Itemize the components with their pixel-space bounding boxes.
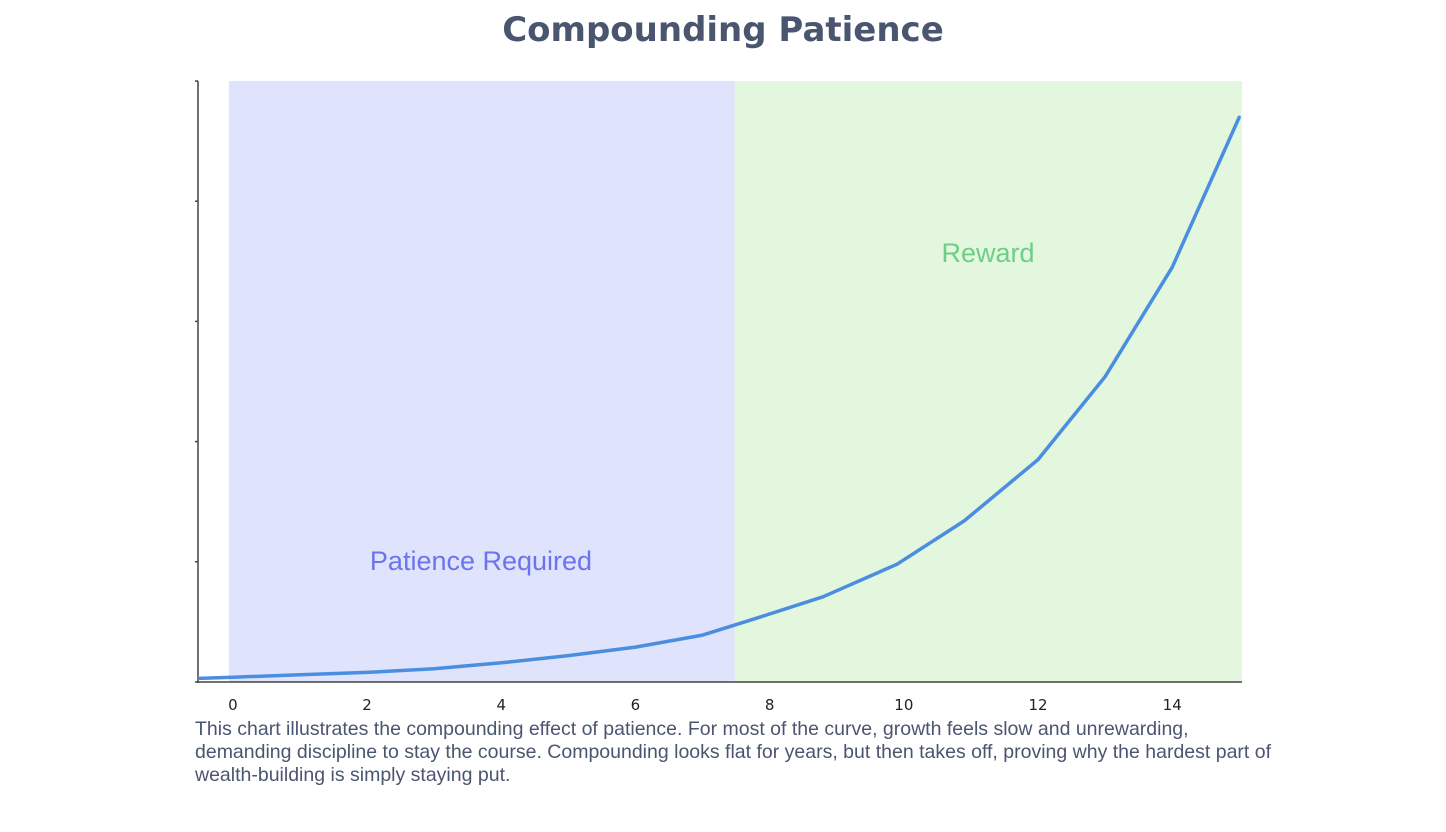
data-point — [432, 667, 436, 671]
x-tick-label: 14 — [1163, 696, 1182, 714]
x-tick-label: 4 — [496, 696, 506, 714]
region-patience — [228, 81, 735, 682]
data-point — [298, 673, 302, 677]
data-point — [1036, 458, 1040, 462]
x-tick-label: 0 — [228, 696, 238, 714]
data-point — [197, 676, 201, 680]
region-label-patience: Patience Required — [370, 546, 592, 576]
data-point — [895, 562, 899, 566]
data-point — [499, 661, 503, 665]
data-point — [701, 633, 705, 637]
data-point — [1103, 375, 1107, 379]
data-point — [566, 654, 570, 658]
x-tick-label: 6 — [631, 696, 641, 714]
data-point — [365, 670, 369, 674]
x-tick-label: 12 — [1028, 696, 1047, 714]
chart-description: This chart illustrates the compounding e… — [195, 718, 1272, 786]
chart-title: Compounding Patience — [502, 10, 944, 50]
data-point — [962, 519, 966, 523]
data-point — [754, 616, 758, 620]
data-point — [633, 645, 637, 649]
data-point — [1170, 265, 1174, 269]
x-tick-label: 2 — [362, 696, 372, 714]
region-label-reward: Reward — [941, 238, 1034, 268]
x-tick-label: 8 — [765, 696, 775, 714]
data-point — [231, 675, 235, 679]
data-point — [821, 595, 825, 599]
x-tick-label: 10 — [894, 696, 913, 714]
region-reward — [734, 81, 1242, 682]
data-point — [1237, 115, 1241, 119]
